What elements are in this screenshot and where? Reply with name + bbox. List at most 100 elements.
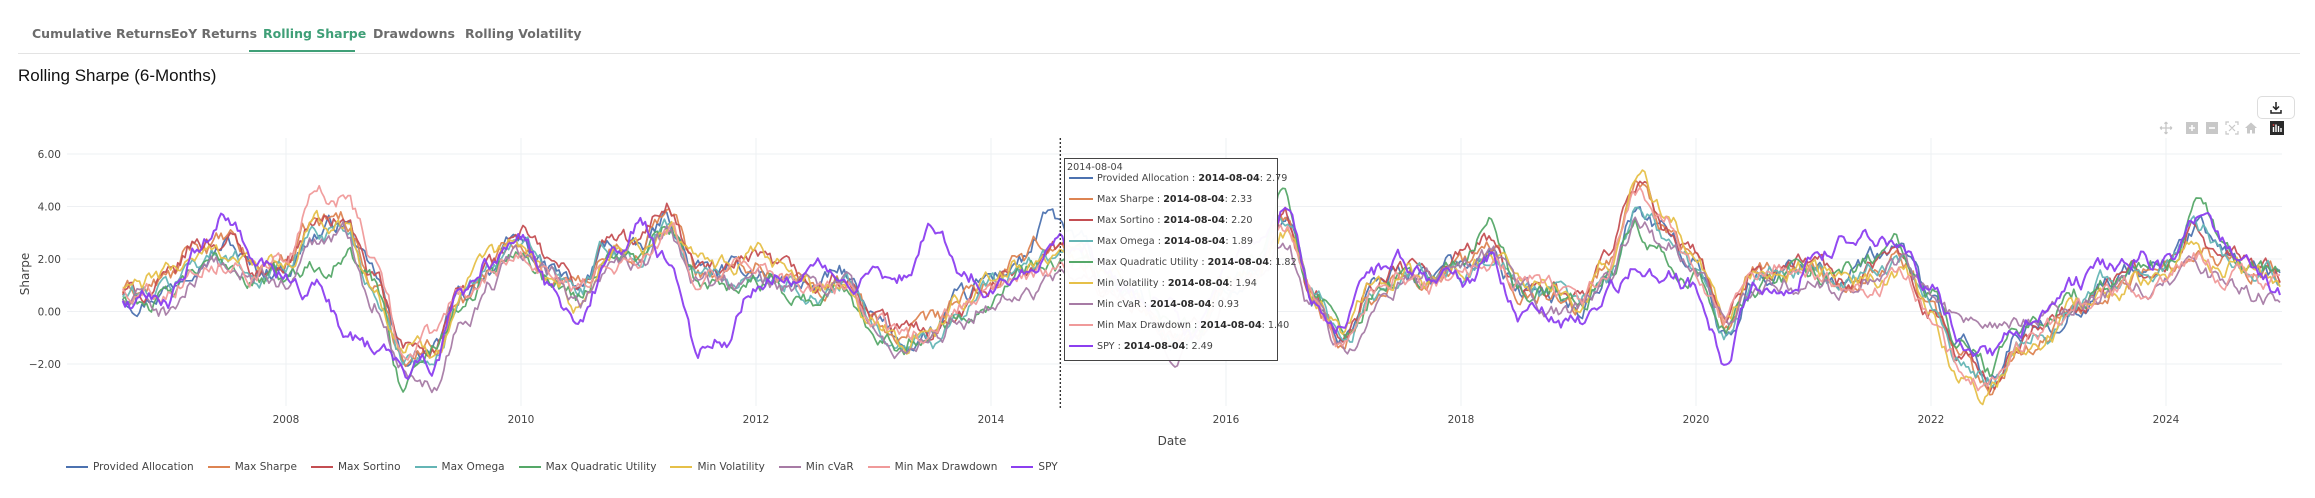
legend-label: Provided Allocation bbox=[93, 461, 194, 473]
tooltip-series-name: SPY bbox=[1097, 340, 1115, 352]
tooltip-separator: : bbox=[1198, 256, 1208, 268]
tooltip-swatch bbox=[1069, 177, 1093, 179]
legend-item[interactable]: Min Max Drawdown bbox=[867, 461, 998, 473]
home-icon[interactable] bbox=[2244, 121, 2258, 135]
tab-eoy-returns[interactable]: EoY Returns bbox=[171, 26, 258, 41]
tooltip-series-name: Min Volatility bbox=[1097, 277, 1159, 289]
tooltip-row-date: 2014-08-04 bbox=[1200, 319, 1262, 331]
y-tick-label: −2.00 bbox=[29, 359, 61, 371]
legend-label: Min Volatility bbox=[697, 461, 765, 473]
tooltip-row: Max Sortino : 2014-08-04: 2.20 bbox=[1069, 213, 1253, 227]
tooltip-series-name: Min cVaR bbox=[1097, 298, 1141, 310]
tooltip-value: : 0.93 bbox=[1211, 298, 1240, 310]
legend-swatch bbox=[66, 466, 88, 468]
x-tick-label: 2012 bbox=[743, 414, 770, 426]
tooltip-value: : 1.89 bbox=[1225, 235, 1254, 247]
tooltip-value: : 2.20 bbox=[1224, 214, 1253, 226]
tooltip-row: SPY : 2014-08-04: 2.49 bbox=[1069, 339, 1213, 353]
tooltip-swatch bbox=[1069, 219, 1093, 221]
tab-cumulative-returns[interactable]: Cumulative Returns bbox=[32, 26, 172, 41]
legend-swatch bbox=[1011, 466, 1034, 468]
legend-label: Max Quadratic Utility bbox=[545, 461, 657, 473]
tooltip-separator: : bbox=[1154, 235, 1164, 247]
legend-item[interactable]: Min cVaR bbox=[778, 461, 854, 473]
legend-label: Max Sortino bbox=[337, 461, 401, 473]
legend-label: Min cVaR bbox=[805, 461, 854, 473]
tooltip-series-name: Provided Allocation bbox=[1097, 172, 1189, 184]
legend-swatch bbox=[414, 466, 437, 468]
y-tick-label: 6.00 bbox=[38, 149, 61, 161]
tooltip-swatch bbox=[1069, 198, 1093, 200]
tooltip-swatch bbox=[1069, 240, 1093, 242]
tab-rolling-volatility[interactable]: Rolling Volatility bbox=[465, 26, 582, 41]
chart-legend: Provided Allocation Max Sharpe Max Sortino… bbox=[66, 459, 1072, 475]
tab-drawdowns[interactable]: Drawdowns bbox=[373, 26, 455, 41]
tooltip-value: : 1.40 bbox=[1261, 319, 1290, 331]
tooltip-row: Max Quadratic Utility : 2014-08-04: 1.82 bbox=[1069, 255, 1297, 269]
legend-swatch bbox=[778, 466, 801, 468]
tooltip-row-date: 2014-08-04 bbox=[1164, 235, 1226, 247]
legend-label: Min Max Drawdown bbox=[894, 461, 998, 473]
tab-rolling-sharpe[interactable]: Rolling Sharpe bbox=[249, 18, 366, 52]
tooltip-value: : 1.82 bbox=[1269, 256, 1297, 268]
tooltip-swatch bbox=[1069, 282, 1093, 284]
tooltip-row-date: 2014-08-04 bbox=[1123, 340, 1186, 352]
tooltip-value: : 1.94 bbox=[1229, 277, 1257, 289]
tooltip-row-date: 2014-08-04 bbox=[1150, 298, 1212, 310]
tooltip-row-date: 2014-08-04 bbox=[1163, 193, 1225, 205]
tooltip-row: Provided Allocation : 2014-08-04: 2.79 bbox=[1069, 171, 1287, 185]
tooltip-row: Min Volatility : 2014-08-04: 1.94 bbox=[1069, 276, 1257, 290]
tooltip-separator: : bbox=[1114, 340, 1124, 352]
tooltip-row-date: 2014-08-04 bbox=[1163, 214, 1225, 226]
tooltip-series-name: Min Max Drawdown bbox=[1097, 319, 1191, 331]
plotly-logo-icon[interactable] bbox=[2270, 121, 2284, 135]
download-icon bbox=[2270, 101, 2282, 114]
tooltip-row: Min Max Drawdown : 2014-08-04: 1.40 bbox=[1069, 318, 1289, 332]
tab-bar: Cumulative Returns EoY Returns Rolling S… bbox=[18, 18, 2300, 54]
legend-swatch bbox=[670, 466, 693, 468]
tooltip-swatch bbox=[1069, 261, 1093, 263]
download-button[interactable] bbox=[2257, 96, 2295, 119]
tooltip-series-name: Max Sortino bbox=[1097, 214, 1155, 226]
zoom-out-icon[interactable] bbox=[2205, 121, 2219, 135]
tooltip-separator: : bbox=[1189, 172, 1199, 184]
x-tick-label: 2008 bbox=[273, 414, 300, 426]
tooltip-row: Max Omega : 2014-08-04: 1.89 bbox=[1069, 234, 1253, 248]
x-tick-label: 2018 bbox=[1448, 414, 1475, 426]
x-tick-label: 2022 bbox=[1918, 414, 1945, 426]
tooltip-row-date: 2014-08-04 bbox=[1198, 172, 1260, 184]
y-tick-label: 0.00 bbox=[38, 307, 61, 319]
tooltip-series-name: Max Omega bbox=[1097, 235, 1155, 247]
legend-item[interactable]: Provided Allocation bbox=[66, 461, 194, 473]
autoscale-icon[interactable] bbox=[2225, 121, 2239, 135]
legend-swatch bbox=[867, 466, 890, 468]
tooltip-row: Min cVaR : 2014-08-04: 0.93 bbox=[1069, 297, 1239, 311]
legend-label: Max Sharpe bbox=[234, 461, 297, 473]
tooltip-swatch bbox=[1069, 345, 1093, 347]
zoom-in-icon[interactable] bbox=[2185, 121, 2199, 135]
tooltip-date: 2014-08-04 bbox=[1067, 162, 1123, 173]
tooltip-row-date: 2014-08-04 bbox=[1207, 256, 1269, 268]
legend-label: SPY bbox=[1038, 461, 1058, 473]
tooltip-series-name: Max Quadratic Utility bbox=[1097, 256, 1199, 268]
tooltip-swatch bbox=[1069, 324, 1093, 326]
tooltip-value: : 2.79 bbox=[1259, 172, 1288, 184]
x-axis-label: Date bbox=[1158, 434, 1187, 448]
legend-swatch bbox=[518, 466, 541, 468]
tooltip-separator: : bbox=[1154, 214, 1164, 226]
legend-item[interactable]: SPY bbox=[1011, 461, 1058, 473]
y-tick-label: 4.00 bbox=[38, 202, 61, 214]
legend-item[interactable]: Max Quadratic Utility bbox=[518, 461, 657, 473]
legend-item[interactable]: Max Omega bbox=[414, 461, 505, 473]
tooltip-separator: : bbox=[1153, 193, 1164, 205]
hover-tooltip: 2014-08-04 Provided Allocation : 2014-08… bbox=[1064, 158, 1297, 361]
tooltip-series-name: Max Sharpe bbox=[1097, 193, 1154, 205]
tooltip-value: : 2.33 bbox=[1224, 193, 1253, 205]
legend-item[interactable]: Min Volatility bbox=[670, 461, 765, 473]
legend-swatch bbox=[310, 466, 333, 468]
legend-item[interactable]: Max Sharpe bbox=[207, 461, 297, 473]
tooltip-separator: : bbox=[1190, 319, 1201, 331]
y-axis-label: Sharpe bbox=[18, 253, 32, 296]
legend-item[interactable]: Max Sortino bbox=[310, 461, 401, 473]
pan-icon[interactable] bbox=[2159, 121, 2173, 135]
